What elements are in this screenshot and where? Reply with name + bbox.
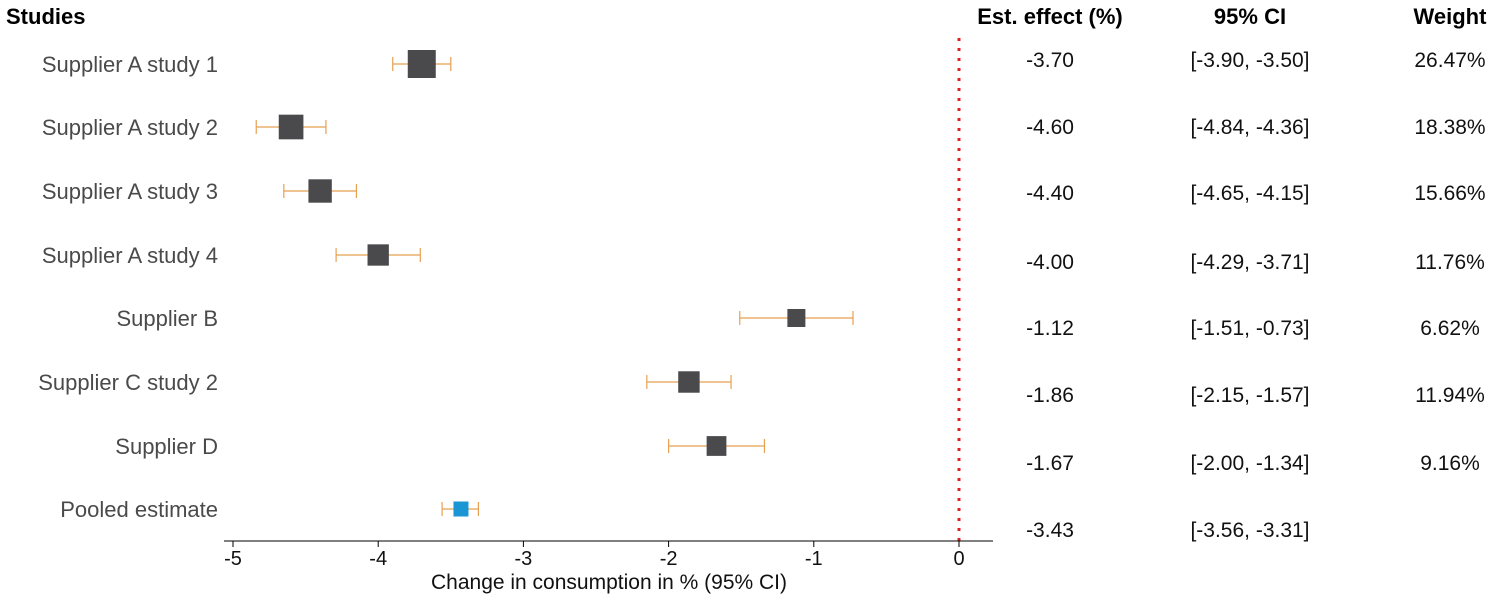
weight-value: 26.47% xyxy=(1414,49,1485,72)
study-label: Supplier D xyxy=(115,434,218,459)
weight-value: 6.62% xyxy=(1420,317,1480,340)
weight-value: 11.76% xyxy=(1415,251,1485,274)
study-label: Supplier A study 2 xyxy=(42,115,218,140)
x-tick-label: -5 xyxy=(224,548,242,570)
results-table: -3.70 [-3.90, -3.50] 26.47% -4.60 [-4.84, -4… xyxy=(1026,49,1486,542)
study-label: Supplier A study 4 xyxy=(42,243,218,268)
pooled-marker xyxy=(453,501,469,517)
weight-value: 11.94% xyxy=(1415,384,1485,407)
weight-value: 15.66% xyxy=(1414,182,1485,205)
x-tick-label: -3 xyxy=(515,548,533,570)
estimate-value: -3.70 xyxy=(1026,49,1074,72)
ci-value: [-4.65, -4.15] xyxy=(1190,182,1309,205)
estimate-value: -4.60 xyxy=(1026,116,1074,139)
estimate-marker xyxy=(308,179,332,203)
estimate-marker xyxy=(367,244,389,266)
estimate-marker xyxy=(407,50,436,78)
study-rows: Supplier A study 1 Supplier A study 2 Supp… xyxy=(38,50,854,522)
estimate-value: -1.86 xyxy=(1026,384,1074,407)
x-tick-label: -1 xyxy=(805,548,823,570)
ci-value: [-3.56, -3.31] xyxy=(1190,519,1309,542)
x-axis-label: Change in consumption in % (95% CI) xyxy=(431,571,787,594)
estimate-value: -4.00 xyxy=(1026,251,1074,274)
header-studies: Studies xyxy=(6,4,85,29)
estimate-marker xyxy=(678,371,700,393)
estimate-value: -3.43 xyxy=(1026,519,1074,542)
ci-value: [-4.29, -3.71] xyxy=(1190,251,1309,274)
ci-value: [-3.90, -3.50] xyxy=(1190,49,1309,72)
x-tick-label: -2 xyxy=(660,548,678,570)
study-label: Supplier A study 1 xyxy=(42,52,218,77)
x-axis: -5 -4 -3 -2 -1 0 xyxy=(224,540,993,570)
estimate-value: -1.67 xyxy=(1026,452,1074,475)
header-estimate: Est. effect (%) xyxy=(977,4,1122,29)
plot-area: Supplier A study 1 Supplier A study 2 Supp… xyxy=(38,38,993,570)
x-tick-label: 0 xyxy=(953,548,964,570)
estimate-value: -1.12 xyxy=(1026,317,1074,340)
ci-value: [-2.15, -1.57] xyxy=(1190,384,1309,407)
weight-value: 18.38% xyxy=(1414,116,1485,139)
estimate-value: -4.40 xyxy=(1026,182,1074,205)
ci-value: [-2.00, -1.34] xyxy=(1190,452,1309,475)
study-label: Supplier A study 3 xyxy=(42,179,218,204)
x-tick-label: -4 xyxy=(369,548,387,570)
ci-value: [-4.84, -4.36] xyxy=(1190,116,1309,139)
ci-value: [-1.51, -0.73] xyxy=(1190,317,1309,340)
header-ci: 95% CI xyxy=(1214,4,1286,29)
study-label: Supplier B xyxy=(116,306,218,331)
weight-value: 9.16% xyxy=(1420,452,1480,475)
estimate-marker xyxy=(787,308,806,328)
header-weight: Weight xyxy=(1414,4,1488,29)
estimate-marker xyxy=(278,114,304,140)
study-label: Supplier C study 2 xyxy=(38,370,218,395)
study-label: Pooled estimate xyxy=(60,497,218,522)
estimate-marker xyxy=(706,436,727,456)
